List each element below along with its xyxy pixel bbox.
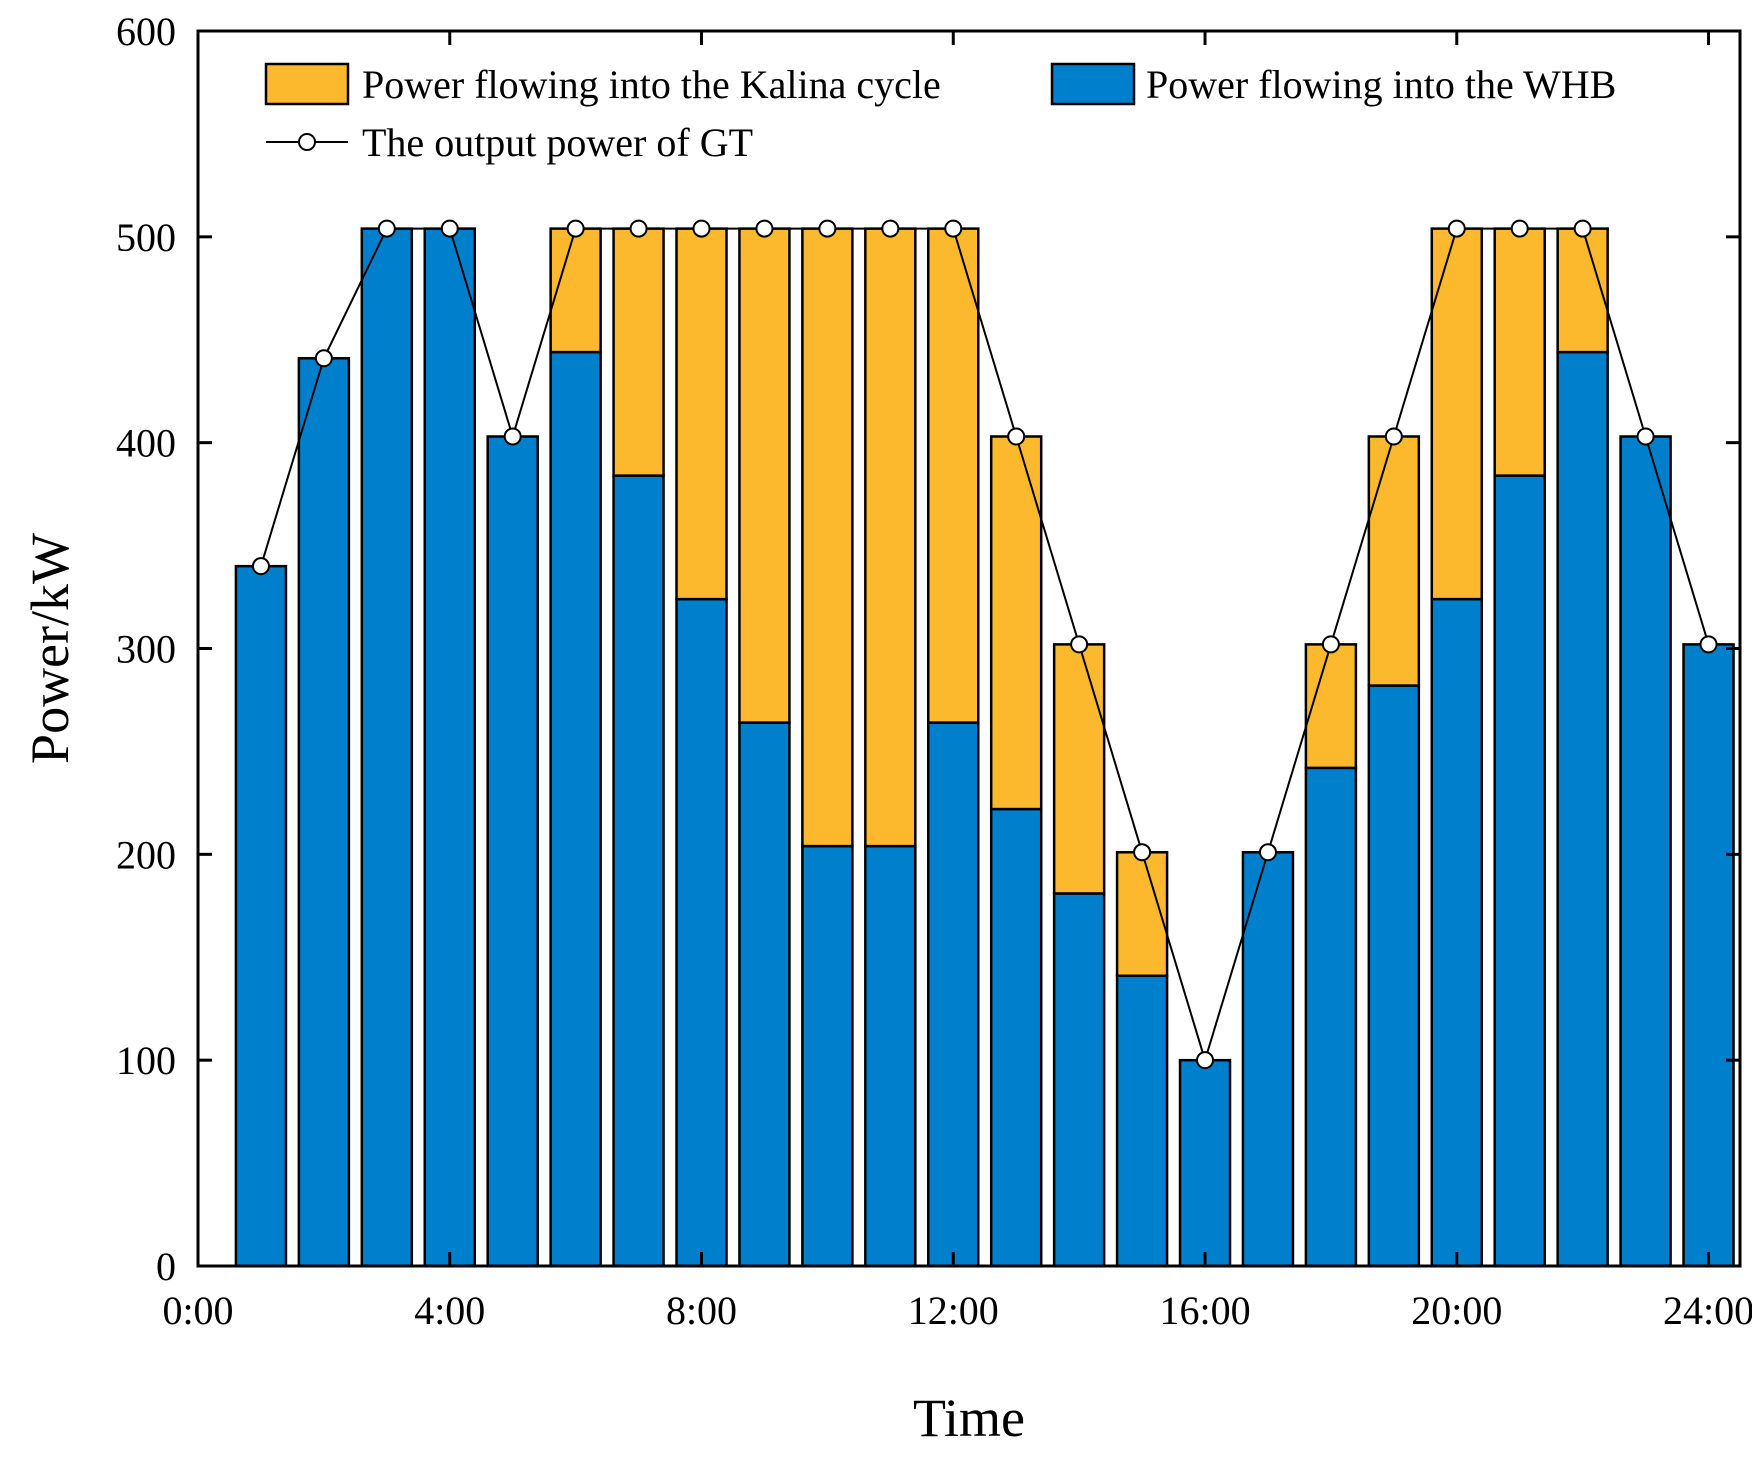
gt-point-10 bbox=[818, 219, 837, 238]
legend-label-whb: Power flowing into the WHB bbox=[1146, 62, 1616, 107]
bar-whb-23 bbox=[1619, 435, 1672, 1268]
bar-whb-1 bbox=[234, 564, 288, 1268]
bar-whb-19 bbox=[1367, 684, 1421, 1268]
y-tick-label-600: 600 bbox=[116, 9, 176, 54]
bar-whb-10 bbox=[801, 844, 854, 1268]
gt-point-5 bbox=[503, 427, 522, 446]
bar-kalina-11 bbox=[864, 227, 917, 848]
legend: Power flowing into the Kalina cycle Power… bbox=[264, 62, 1616, 165]
bar-kalina-20 bbox=[1430, 227, 1484, 601]
bar-whb-3 bbox=[360, 227, 414, 1268]
bar-kalina-13 bbox=[989, 435, 1043, 811]
y-tick-label-500: 500 bbox=[116, 215, 176, 260]
x-axis-title: Time bbox=[913, 1388, 1025, 1448]
x-tick-label-20: 20:00 bbox=[1411, 1288, 1502, 1333]
gt-point-23 bbox=[1636, 427, 1655, 446]
gt-point-16 bbox=[1196, 1051, 1215, 1070]
legend-swatch-kalina bbox=[264, 62, 350, 106]
bar-kalina-21 bbox=[1493, 227, 1546, 477]
gt-point-14 bbox=[1070, 635, 1089, 654]
legend-swatch-whb bbox=[1050, 62, 1136, 106]
axes-layer: 0 100 200 300 400 500 600 0:00 4:00 8:00 12:00 16:0… bbox=[20, 9, 1752, 1448]
gt-point-2 bbox=[314, 349, 333, 368]
bar-kalina-7 bbox=[612, 227, 665, 477]
legend-label-kalina: Power flowing into the Kalina cycle bbox=[362, 62, 941, 107]
gt-point-1 bbox=[251, 557, 270, 576]
gt-point-9 bbox=[755, 219, 774, 238]
bar-kalina-10 bbox=[801, 227, 854, 848]
bar-whb-24 bbox=[1682, 643, 1735, 1268]
bar-kalina-18 bbox=[1304, 643, 1358, 770]
gt-point-13 bbox=[1007, 427, 1026, 446]
gt-point-11 bbox=[881, 219, 900, 238]
gt-point-7 bbox=[629, 219, 648, 238]
gt-point-24 bbox=[1699, 635, 1718, 654]
bar-whb-18 bbox=[1304, 766, 1358, 1268]
y-tick-label-100: 100 bbox=[116, 1038, 176, 1083]
gt-point-17 bbox=[1258, 843, 1277, 862]
x-tick-label-8: 8:00 bbox=[666, 1288, 737, 1333]
gt-point-4 bbox=[440, 219, 459, 238]
bar-whb-2 bbox=[297, 357, 351, 1268]
bar-whb-6 bbox=[549, 350, 602, 1268]
gt-point-6 bbox=[566, 219, 585, 238]
bar-kalina-8 bbox=[675, 227, 728, 601]
gt-point-22 bbox=[1573, 219, 1592, 238]
bar-whb-7 bbox=[612, 474, 665, 1268]
x-tick-label-4: 4:00 bbox=[414, 1288, 485, 1333]
bar-whb-4 bbox=[423, 227, 477, 1268]
bar-whb-15 bbox=[1115, 974, 1169, 1268]
bar-whb-8 bbox=[675, 597, 728, 1268]
gt-point-12 bbox=[944, 219, 963, 238]
bar-kalina-15 bbox=[1115, 851, 1169, 978]
x-tick-label-12: 12:00 bbox=[908, 1288, 999, 1333]
bar-whb-11 bbox=[864, 844, 917, 1268]
gt-point-20 bbox=[1447, 219, 1466, 238]
bar-whb-16 bbox=[1178, 1058, 1232, 1268]
y-tick-label-200: 200 bbox=[116, 832, 176, 877]
bar-whb-13 bbox=[989, 807, 1043, 1268]
gt-point-21 bbox=[1510, 219, 1529, 238]
gt-point-8 bbox=[692, 219, 711, 238]
x-tick-label-0: 0:00 bbox=[162, 1288, 233, 1333]
bar-whb-12 bbox=[927, 721, 980, 1268]
y-tick-label-300: 300 bbox=[116, 627, 176, 672]
bar-kalina-6 bbox=[549, 227, 602, 354]
bar-kalina-22 bbox=[1556, 227, 1609, 354]
bar-kalina-9 bbox=[738, 227, 791, 724]
bars-layer bbox=[234, 227, 1735, 1268]
gt-output-line bbox=[259, 227, 1710, 1064]
bar-whb-14 bbox=[1052, 892, 1106, 1268]
bar-whb-5 bbox=[486, 435, 539, 1268]
legend-label-gt: The output power of GT bbox=[362, 120, 753, 165]
y-tick-label-400: 400 bbox=[116, 421, 176, 466]
gt-point-18 bbox=[1321, 635, 1340, 654]
x-tick-label-16: 16:00 bbox=[1159, 1288, 1250, 1333]
x-tick-label-24: 24:00 bbox=[1663, 1288, 1752, 1333]
bar-kalina-19 bbox=[1367, 435, 1421, 687]
bar-whb-21 bbox=[1493, 474, 1546, 1268]
y-axis-title: Power/kW bbox=[20, 533, 80, 764]
gt-point-3 bbox=[377, 219, 396, 238]
gt-point-19 bbox=[1384, 427, 1403, 446]
bar-whb-17 bbox=[1241, 851, 1295, 1268]
bar-whb-20 bbox=[1430, 597, 1484, 1268]
bar-whb-9 bbox=[738, 721, 791, 1268]
bar-whb-22 bbox=[1556, 350, 1609, 1268]
bar-kalina-12 bbox=[927, 227, 980, 724]
bar-kalina-14 bbox=[1052, 643, 1106, 895]
legend-marker-gt bbox=[298, 133, 316, 151]
y-tick-label-0: 0 bbox=[156, 1244, 176, 1289]
gt-point-15 bbox=[1133, 843, 1152, 862]
gt-line-layer bbox=[251, 219, 1718, 1070]
